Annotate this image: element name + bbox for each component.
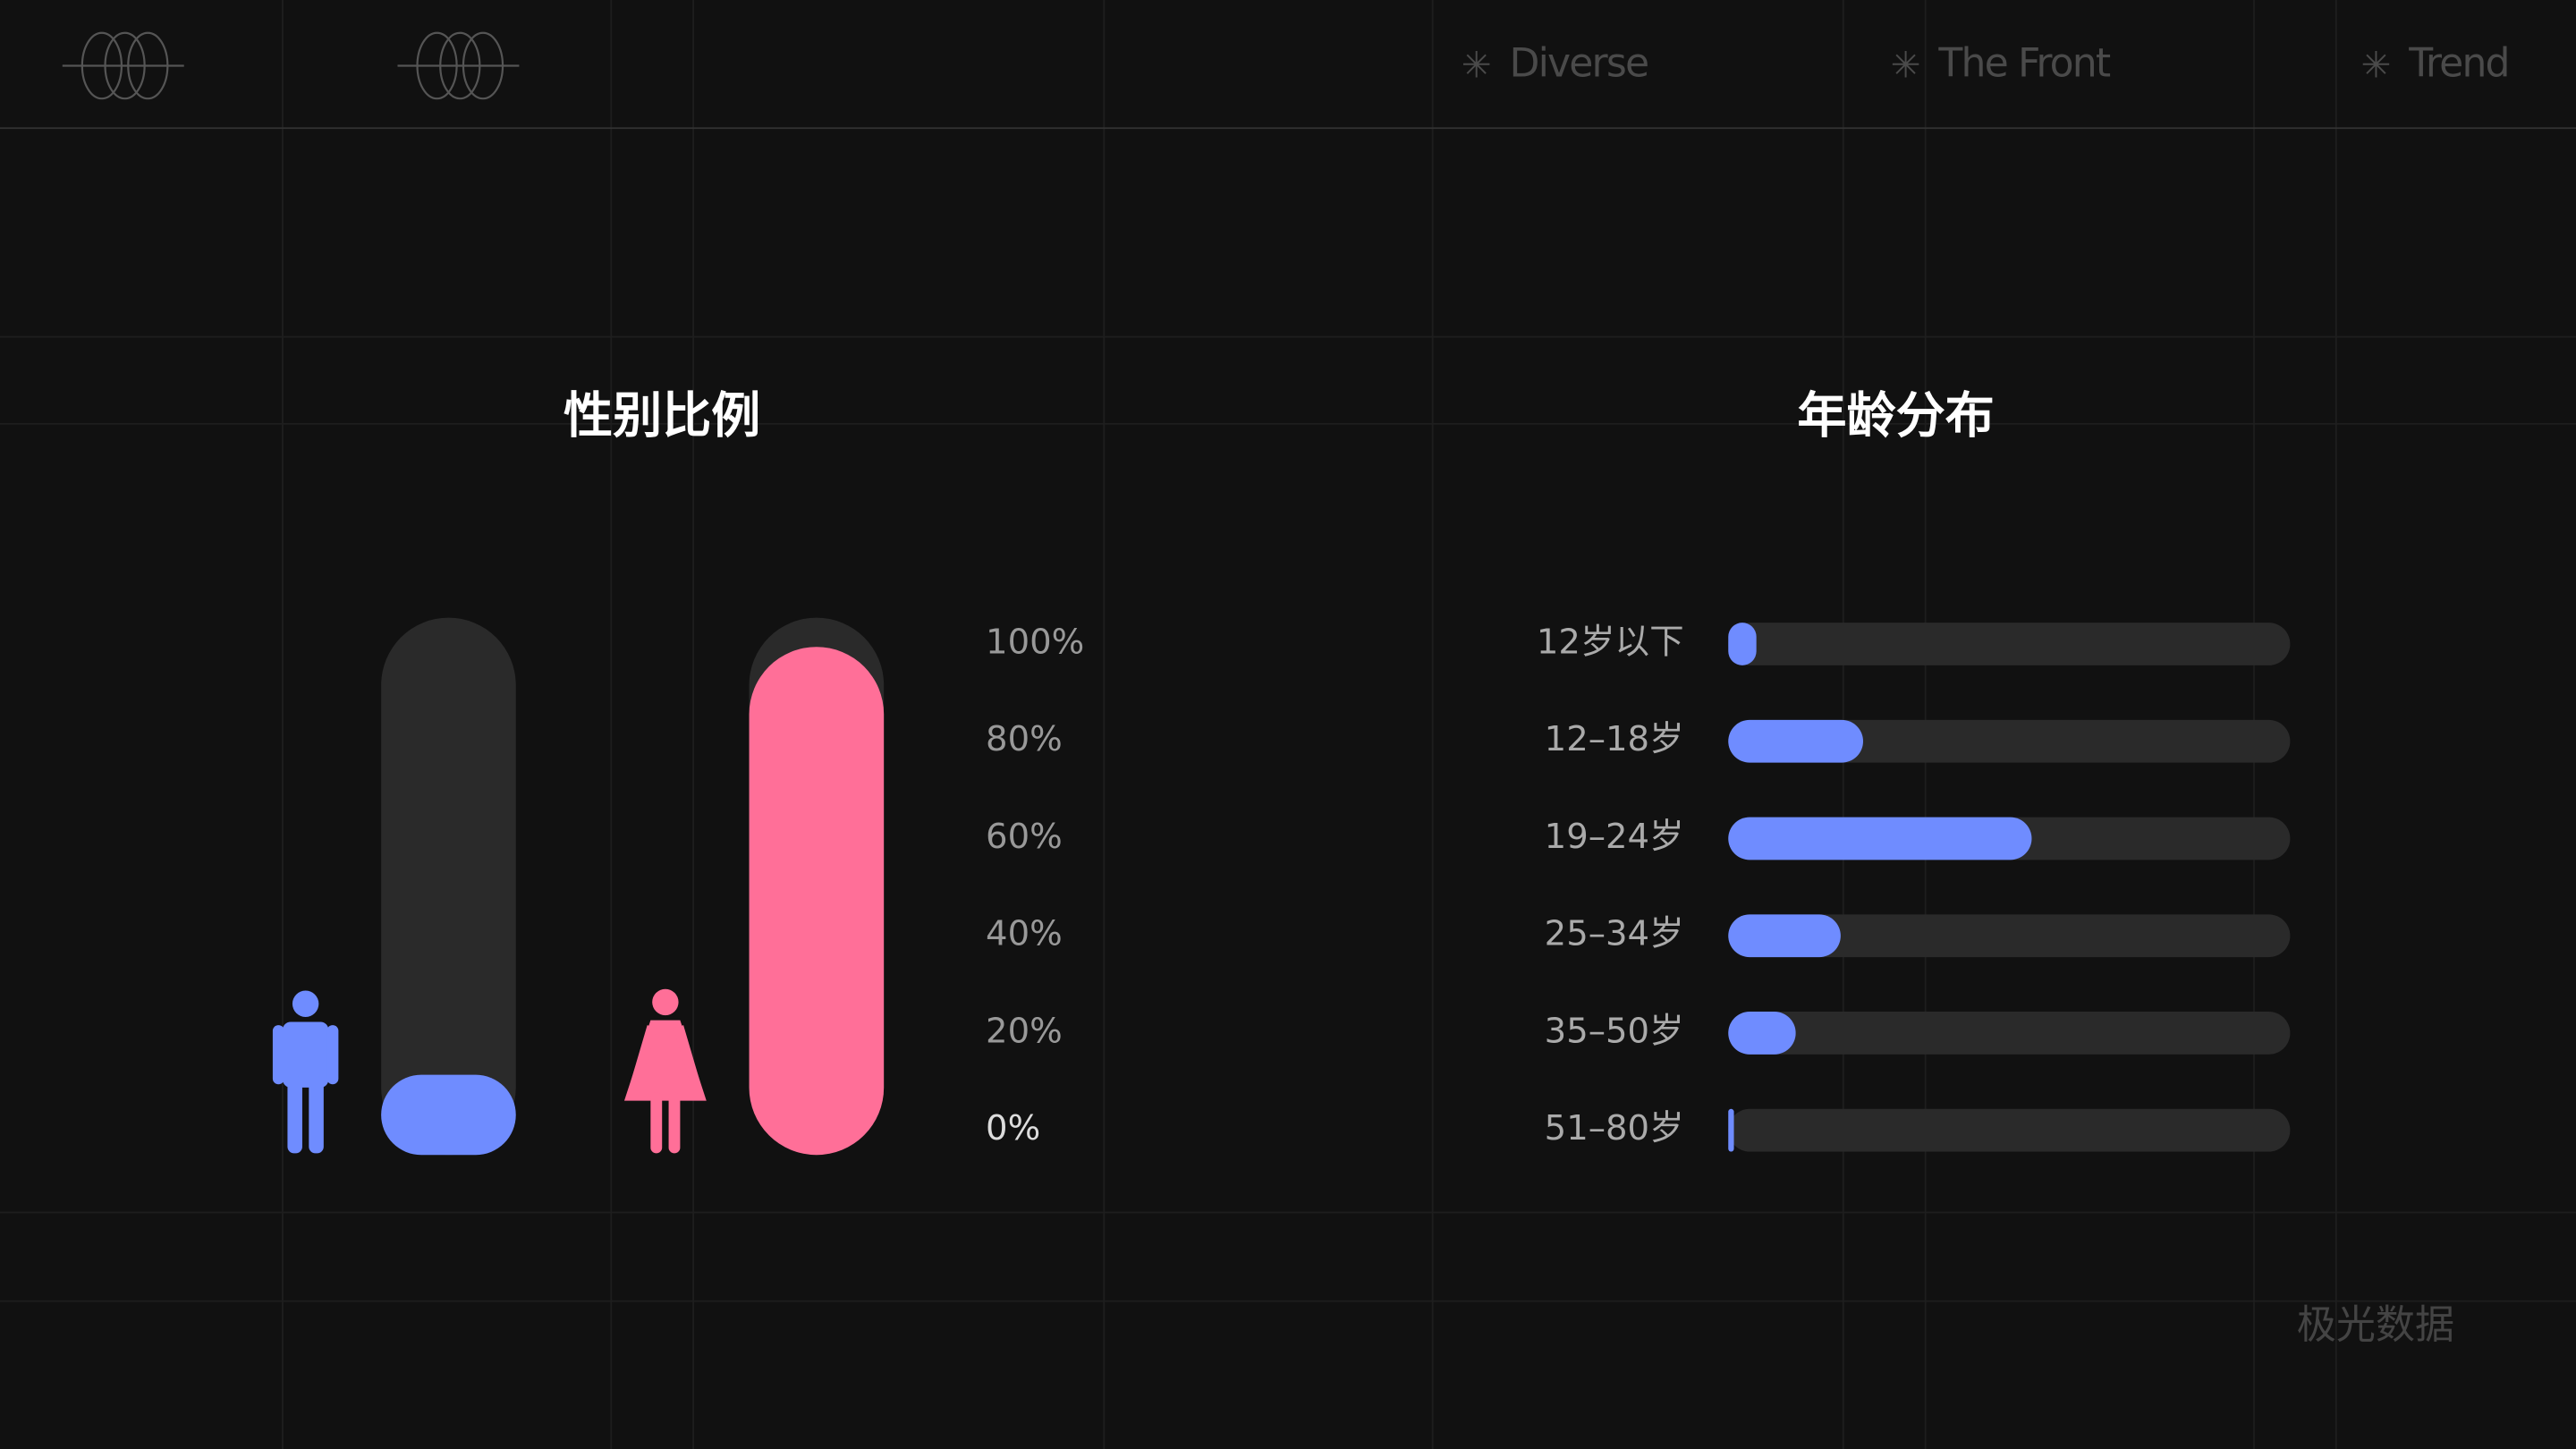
bar (1728, 1012, 1796, 1055)
bar-track (1728, 623, 2291, 665)
y-tick-label: 60% (986, 817, 1063, 857)
logo (62, 31, 184, 100)
star-icon: ✳ (2361, 43, 2392, 86)
category-label: 35–50岁 (1545, 1011, 1684, 1051)
category-label: 51–80岁 (1545, 1108, 1684, 1148)
category-label: 19–24岁 (1545, 817, 1684, 857)
category-label: 12岁以下 (1537, 623, 1684, 663)
star-icon: ✳ (1462, 43, 1492, 86)
male-icon (272, 990, 339, 1154)
header-tag[interactable]: Trend (2408, 40, 2510, 86)
category-label: 25–34岁 (1545, 914, 1684, 954)
female-icon (623, 988, 707, 1154)
bar (381, 1074, 516, 1156)
bar (1728, 1108, 1734, 1152)
star-icon: ✳ (1891, 43, 1921, 86)
bar-track (381, 617, 516, 1156)
bar-track (1728, 914, 2291, 958)
bar (1728, 719, 1864, 763)
y-tick-label: 80% (986, 719, 1063, 759)
header-tag[interactable]: Diverse (1509, 40, 1649, 86)
y-tick-label: 20% (986, 1011, 1063, 1051)
watermark: 极光数据 (2297, 1302, 2454, 1348)
category-label: 12–18岁 (1545, 719, 1684, 759)
y-tick-label: 100% (986, 623, 1084, 663)
chart-title: 年龄分布 (1797, 386, 1994, 444)
bar (749, 647, 885, 1156)
logo (397, 31, 520, 100)
header-tag[interactable]: The Front (1937, 40, 2112, 86)
bar-track (1728, 719, 2291, 763)
bar (1728, 623, 1757, 665)
chart-title: 性别比例 (564, 386, 760, 444)
bar (1728, 817, 2032, 860)
y-tick-label: 40% (986, 914, 1063, 954)
bar-track (1728, 1108, 2291, 1152)
y-tick-label: 0% (986, 1108, 1040, 1148)
bar (1728, 914, 1841, 958)
bar-track (1728, 1012, 2291, 1055)
